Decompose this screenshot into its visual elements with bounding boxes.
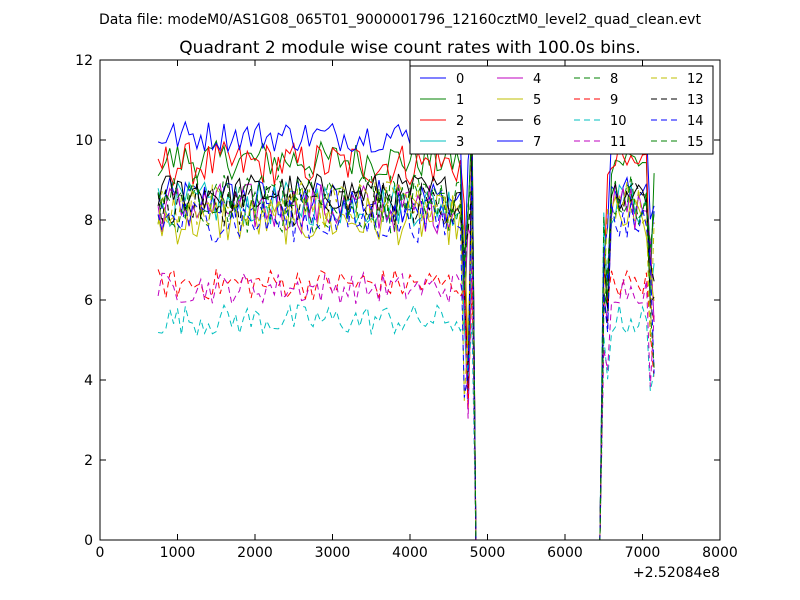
data-file-suptitle: Data file: modeM0/AS1G08_065T01_90000017…: [99, 12, 701, 28]
series-line-14: [157, 171, 655, 540]
x-tick-label: 3000: [315, 545, 351, 561]
x-tick-label: 4000: [392, 545, 428, 561]
y-tick-label: 6: [84, 293, 93, 309]
x-offset-label: +2.52084e8: [633, 565, 720, 581]
x-tick-label: 0: [96, 545, 105, 561]
series-line-0: [157, 171, 655, 540]
legend-label-4: 4: [533, 72, 541, 87]
x-tick-label: 2000: [237, 545, 273, 561]
legend-label-9: 9: [610, 93, 618, 108]
series-layer: [157, 111, 655, 540]
ticks-layer: 0 1000 2000 3000 4000 5000 6000 7000 80000246810…: [75, 53, 738, 561]
legend-box: [409, 65, 714, 155]
legend-label-5: 5: [533, 93, 541, 108]
series-line-1: [157, 120, 655, 540]
legend-label-10: 10: [610, 114, 627, 129]
x-tick-label: 8000: [702, 545, 738, 561]
legend-label-15: 15: [687, 135, 704, 150]
series-line-4: [157, 182, 655, 540]
series-line-6: [157, 138, 655, 540]
legend-label-13: 13: [687, 93, 704, 108]
chart-title: Quadrant 2 module wise count rates with …: [179, 38, 640, 58]
x-tick-label: 5000: [470, 545, 506, 561]
legend-label-2: 2: [456, 114, 464, 129]
y-tick-label: 8: [84, 213, 93, 229]
series-line-2: [157, 111, 655, 540]
series-line-10: [158, 303, 655, 540]
y-tick-label: 12: [75, 53, 93, 69]
y-tick-label: 4: [84, 373, 93, 389]
legend-label-3: 3: [456, 135, 464, 150]
x-tick-label: 1000: [160, 545, 196, 561]
legend-label-0: 0: [456, 72, 464, 87]
series-line-5: [157, 190, 655, 540]
x-tick-label: 7000: [625, 545, 661, 561]
legend-label-1: 1: [456, 93, 464, 108]
x-tick-label: 6000: [547, 545, 583, 561]
legend-label-14: 14: [687, 114, 704, 129]
legend-label-8: 8: [610, 72, 618, 87]
series-line-11: [157, 254, 655, 540]
series-line-13: [157, 180, 655, 540]
legend-label-12: 12: [687, 72, 704, 87]
y-tick-label: 2: [84, 453, 93, 469]
series-line-3: [157, 180, 655, 540]
series-line-12: [157, 180, 655, 540]
series-line-7: [157, 120, 655, 540]
y-tick-label: 0: [84, 533, 93, 549]
legend-label-7: 7: [533, 135, 541, 150]
legend-label-6: 6: [533, 114, 541, 129]
series-line-8: [157, 179, 655, 540]
y-tick-label: 10: [75, 133, 93, 149]
legend-label-11: 11: [610, 135, 627, 150]
series-line-9: [157, 268, 655, 540]
